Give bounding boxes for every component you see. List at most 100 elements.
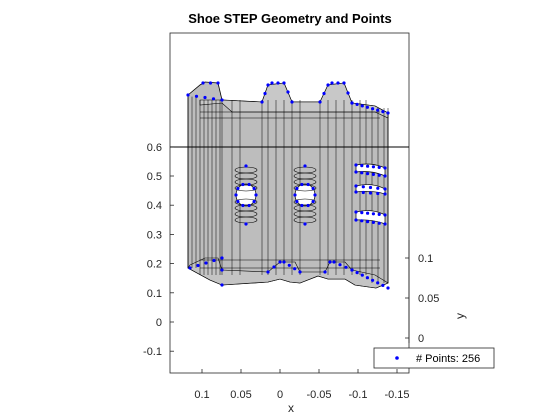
sample-point	[196, 263, 200, 268]
sample-point	[360, 273, 364, 277]
sample-point	[270, 81, 274, 85]
sample-point	[383, 213, 387, 217]
sample-point	[371, 278, 375, 282]
sample-point	[371, 165, 375, 169]
sample-point	[361, 190, 365, 195]
hole-ring	[234, 184, 258, 192]
left-tick-label: 0.4	[147, 200, 162, 212]
left-tick-label: 0.6	[147, 142, 162, 154]
x-tick-label: 0.05	[230, 389, 251, 401]
legend: # Points: 256	[373, 347, 495, 369]
plot-box	[169, 32, 410, 374]
sample-point	[344, 265, 348, 269]
sample-point	[383, 192, 387, 196]
left-tick-label: 0.3	[147, 229, 162, 241]
sample-point	[241, 203, 245, 208]
sample-point	[350, 101, 354, 105]
right-tick-label: 0.05	[418, 293, 439, 305]
sample-point	[371, 220, 375, 224]
left-tick-label: 0.5	[147, 171, 162, 183]
sample-point	[286, 90, 290, 94]
sample-point	[354, 163, 358, 167]
sample-point	[354, 170, 358, 174]
hole-rings	[234, 166, 317, 224]
sample-points	[186, 81, 390, 290]
sample-point	[366, 220, 370, 224]
sample-point	[360, 164, 364, 168]
sample-point	[276, 81, 280, 85]
sample-point	[282, 81, 286, 85]
legend-box	[373, 347, 495, 369]
sample-point	[368, 185, 373, 190]
sample-point	[236, 199, 240, 204]
sample-point	[313, 193, 317, 197]
sample-point	[323, 270, 327, 274]
sample-point	[266, 270, 270, 274]
sample-point	[368, 191, 373, 195]
left-tick-label: 0	[156, 317, 162, 329]
lace-holes	[235, 183, 316, 207]
legend-marker	[395, 356, 399, 360]
sample-point	[303, 164, 307, 168]
sample-point	[371, 172, 375, 176]
x-tick-label: -0.05	[306, 389, 331, 401]
sample-point	[355, 271, 359, 275]
chart-title: Shoe STEP Geometry and Points	[188, 11, 391, 26]
sample-point	[298, 270, 302, 274]
sample-point	[383, 166, 387, 170]
sample-point	[377, 165, 381, 169]
sample-point	[360, 104, 364, 108]
sample-point	[188, 266, 192, 270]
x-axis-label: x	[288, 401, 294, 415]
x-tick-label: 0	[277, 389, 283, 401]
sample-point	[322, 91, 326, 96]
sample-point	[234, 193, 238, 197]
sample-point	[381, 110, 385, 114]
sample-point	[350, 268, 354, 272]
sample-point	[332, 260, 336, 264]
sample-point	[371, 107, 375, 111]
sample-point	[328, 260, 332, 264]
sample-point	[330, 81, 334, 85]
shoe-surface	[187, 81, 389, 289]
sample-point	[300, 182, 304, 187]
sample-point	[252, 186, 256, 191]
sample-point	[203, 95, 207, 100]
sample-point	[254, 193, 258, 197]
sample-point	[194, 94, 199, 98]
sample-point	[366, 164, 370, 168]
sample-point	[355, 102, 359, 106]
sample-point	[272, 265, 276, 269]
sample-point	[376, 108, 380, 112]
sample-point	[260, 100, 264, 104]
sample-point	[376, 191, 380, 196]
sample-point	[365, 105, 369, 109]
sample-point	[212, 258, 216, 263]
sample-point	[342, 81, 346, 85]
shoe-geometry	[170, 81, 409, 289]
sample-point	[381, 283, 385, 287]
sample-point	[338, 263, 342, 267]
sample-point	[247, 203, 251, 208]
right-y-axis: 0.1 0.05 0	[405, 240, 439, 345]
sample-point	[282, 260, 286, 264]
sample-point	[186, 93, 190, 97]
sample-point	[371, 212, 375, 216]
right-tick-label: 0.1	[418, 253, 433, 265]
sample-point	[306, 182, 310, 187]
sample-point	[295, 199, 299, 204]
sample-point	[300, 203, 304, 208]
sample-point	[386, 286, 390, 290]
sample-point	[252, 199, 256, 204]
x-tick-label: -0.15	[384, 389, 409, 401]
sample-point	[208, 81, 213, 85]
sample-point	[278, 260, 282, 264]
left-tick-label: 0.2	[147, 259, 162, 271]
sample-point	[311, 186, 315, 191]
sample-point	[306, 203, 310, 208]
sample-point	[247, 182, 251, 187]
sample-point	[361, 185, 365, 189]
sample-point	[366, 211, 370, 215]
left-y-axis: 0.6 0.5 0.4 0.3 0.2 0.1 0 -0.1	[143, 142, 174, 358]
